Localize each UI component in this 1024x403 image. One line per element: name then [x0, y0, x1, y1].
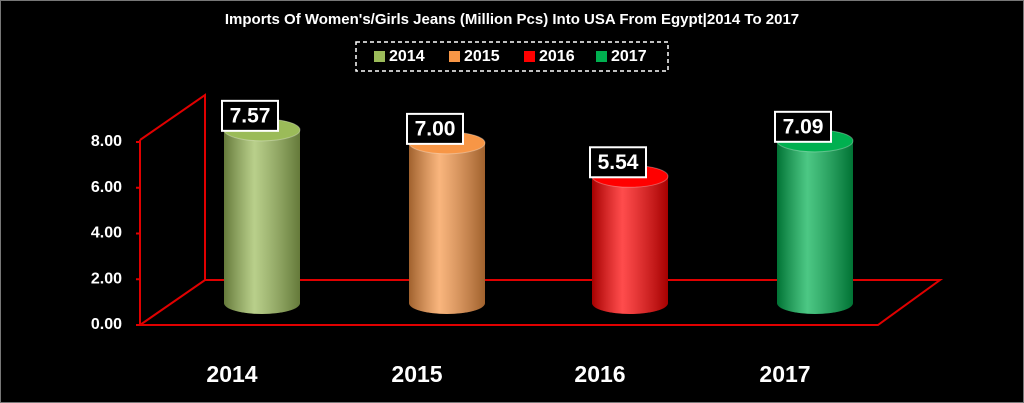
- x-tick-label: 2015: [391, 361, 442, 387]
- value-label: 5.54: [598, 151, 639, 174]
- value-label: 7.00: [415, 117, 456, 140]
- y-tick-label: 2.00: [91, 270, 122, 287]
- x-tick-label: 2016: [574, 361, 625, 387]
- legend-label: 2017: [611, 48, 647, 65]
- cylinder-shade: [409, 142, 485, 314]
- cylinder-shade: [224, 129, 300, 314]
- legend-swatch: [596, 51, 607, 62]
- legend-label: 2015: [464, 48, 500, 65]
- legend-swatch: [449, 51, 460, 62]
- value-label-box: [774, 110, 832, 143]
- legend-swatch: [374, 51, 385, 62]
- legend-label: 2014: [389, 48, 425, 65]
- value-label-box: [406, 112, 464, 145]
- y-tick-label: 6.00: [91, 179, 122, 196]
- y-tick-label: 4.00: [91, 225, 122, 242]
- legend-box: [355, 41, 669, 72]
- x-tick-label: 2017: [759, 361, 810, 387]
- y-tick-label: 8.00: [91, 133, 122, 150]
- value-label-box: [589, 146, 647, 179]
- legend-label: 2016: [539, 48, 575, 65]
- axes-frame: [139, 93, 944, 326]
- y-tick-label: 0.00: [91, 316, 122, 333]
- value-label-box: [221, 99, 279, 132]
- legend-swatch: [524, 51, 535, 62]
- x-tick-label: 2014: [206, 361, 257, 387]
- value-label: 7.57: [230, 104, 271, 127]
- cylinder-shade: [592, 176, 668, 314]
- value-label: 7.09: [783, 115, 824, 138]
- chart-title: Imports Of Women's/Girls Jeans (Million …: [225, 11, 799, 28]
- cylinder-shade: [777, 140, 853, 314]
